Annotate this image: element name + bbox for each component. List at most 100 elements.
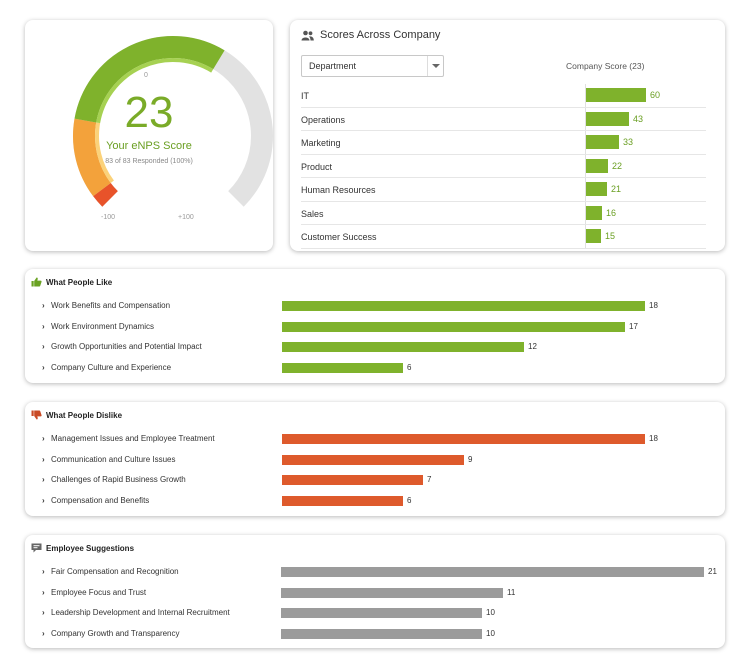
chevron-right-icon[interactable]: › (42, 629, 45, 639)
chevron-right-icon[interactable]: › (42, 434, 45, 443)
enps-gauge-card: 0 23 Your eNPS Score 83 of 83 Responded … (25, 20, 273, 251)
chevron-right-icon[interactable]: › (42, 454, 45, 464)
enps-score-title: Your eNPS Score (106, 140, 192, 152)
likes-header: What People Like (31, 277, 112, 287)
score-row: Sales 16 (301, 202, 706, 225)
theme-row[interactable]: › Fair Compensation and Recognition 21 (25, 562, 725, 582)
employee-suggestions-card: Employee Suggestions › Fair Compensation … (25, 535, 725, 648)
theme-row[interactable]: › Challenges of Rapid Business Growth 7 (25, 470, 725, 490)
score-bar (586, 135, 619, 149)
company-score-label: Company Score (23) (566, 61, 645, 71)
chevron-right-icon[interactable]: › (42, 608, 45, 618)
scores-header: Scores Across Company (301, 29, 440, 41)
score-value: 60 (650, 90, 661, 100)
theme-count: 10 (486, 629, 495, 639)
department-select[interactable]: Department (301, 55, 444, 77)
theme-bar (282, 454, 464, 465)
score-row: Human Resources 21 (301, 178, 706, 202)
theme-bar (282, 321, 625, 332)
theme-label: Company Culture and Experience (51, 363, 172, 373)
theme-row[interactable]: › Employee Focus and Trust 11 (25, 583, 725, 603)
score-value: 33 (623, 137, 634, 147)
chevron-right-icon[interactable]: › (42, 342, 45, 352)
chevron-right-icon[interactable]: › (42, 321, 45, 331)
score-row-department: Operations (301, 114, 346, 125)
theme-count: 21 (708, 567, 717, 576)
chevron-right-icon[interactable]: › (42, 301, 45, 310)
scores-across-company-card: Scores Across Company Department Company… (290, 20, 725, 251)
theme-count: 17 (629, 321, 638, 331)
gauge-inner-orange (95, 122, 114, 183)
gauge-tick-zero: 0 (144, 72, 148, 79)
theme-row[interactable]: › Growth Opportunities and Potential Impa… (25, 337, 725, 357)
score-row: Operations 43 (301, 108, 706, 131)
theme-bar (281, 567, 704, 577)
score-row: Product 22 (301, 155, 706, 178)
score-bar (586, 111, 629, 126)
theme-label: Work Environment Dynamics (51, 321, 154, 331)
theme-label: Compensation and Benefits (51, 496, 150, 506)
theme-count: 12 (528, 342, 537, 352)
score-row-department: Product (301, 161, 333, 172)
score-row-department: Marketing (301, 138, 341, 148)
score-row-department: Customer Success (301, 232, 377, 242)
score-row-department: Sales (301, 208, 324, 219)
theme-label: Company Growth and Transparency (51, 629, 180, 639)
theme-bar (282, 342, 524, 353)
chevron-right-icon[interactable]: › (42, 475, 45, 485)
theme-label: Work Benefits and Compensation (51, 301, 171, 310)
theme-row[interactable]: › Leadership Development and Internal Rec… (25, 603, 725, 623)
theme-count: 18 (649, 301, 658, 310)
theme-count: 6 (407, 496, 412, 506)
theme-row[interactable]: › Work Benefits and Compensation 18 (25, 296, 725, 316)
theme-bar (281, 608, 482, 619)
theme-label: Management Issues and Employee Treatment (51, 434, 215, 443)
theme-label: Employee Focus and Trust (51, 587, 147, 597)
thumbs-up-icon (31, 277, 42, 287)
score-value: 43 (633, 113, 644, 124)
suggestions-header: Employee Suggestions (31, 543, 134, 553)
theme-row[interactable]: › Company Growth and Transparency 10 (25, 624, 725, 644)
suggestions-title: Employee Suggestions (46, 543, 135, 553)
people-icon (301, 30, 314, 40)
theme-row[interactable]: › Communication and Culture Issues 9 (25, 450, 725, 470)
likes-title: What People Like (46, 277, 113, 287)
score-value: 22 (612, 160, 623, 171)
theme-count: 11 (507, 587, 516, 597)
gauge-segment-red (93, 182, 118, 207)
theme-bar (282, 434, 645, 444)
theme-count: 6 (407, 363, 412, 373)
gauge-segment-orange (73, 118, 111, 197)
theme-row[interactable]: › Compensation and Benefits 6 (25, 491, 725, 511)
theme-label: Growth Opportunities and Potential Impac… (51, 342, 202, 352)
dislikes-title: What People Dislike (46, 410, 123, 420)
theme-label: Challenges of Rapid Business Growth (51, 475, 186, 485)
chevron-down-icon[interactable] (427, 56, 443, 76)
chevron-right-icon[interactable]: › (42, 496, 45, 506)
theme-count: 10 (486, 608, 495, 618)
chevron-right-icon[interactable]: › (42, 363, 45, 373)
what-people-like-card: What People Like › Work Benefits and Comp… (25, 269, 725, 383)
theme-row[interactable]: › Company Culture and Experience 6 (25, 358, 725, 378)
enps-response-count: 83 of 83 Responded (100%) (105, 158, 193, 165)
what-people-dislike-card: What People Dislike › Management Issues a… (25, 402, 725, 516)
enps-gauge (73, 36, 273, 207)
score-value: 16 (606, 207, 617, 218)
theme-count: 18 (649, 434, 658, 443)
chevron-right-icon[interactable]: › (42, 587, 45, 597)
chevron-right-icon[interactable]: › (42, 567, 45, 576)
score-bar (586, 158, 608, 173)
speech-bubble-icon (31, 543, 42, 553)
scores-title: Scores Across Company (320, 29, 441, 41)
theme-bar (281, 587, 503, 598)
theme-row[interactable]: › Work Environment Dynamics 17 (25, 317, 725, 337)
dislikes-header: What People Dislike (31, 410, 122, 420)
score-bar (586, 205, 602, 220)
score-row: Customer Success 15 (301, 225, 706, 249)
thumbs-down-icon (31, 410, 42, 420)
theme-row[interactable]: › Management Issues and Employee Treatmen… (25, 429, 725, 449)
theme-label: Leadership Development and Internal Recr… (51, 608, 230, 618)
score-value: 15 (605, 231, 616, 241)
score-value: 21 (611, 184, 622, 194)
score-row: Marketing 33 (301, 131, 706, 155)
